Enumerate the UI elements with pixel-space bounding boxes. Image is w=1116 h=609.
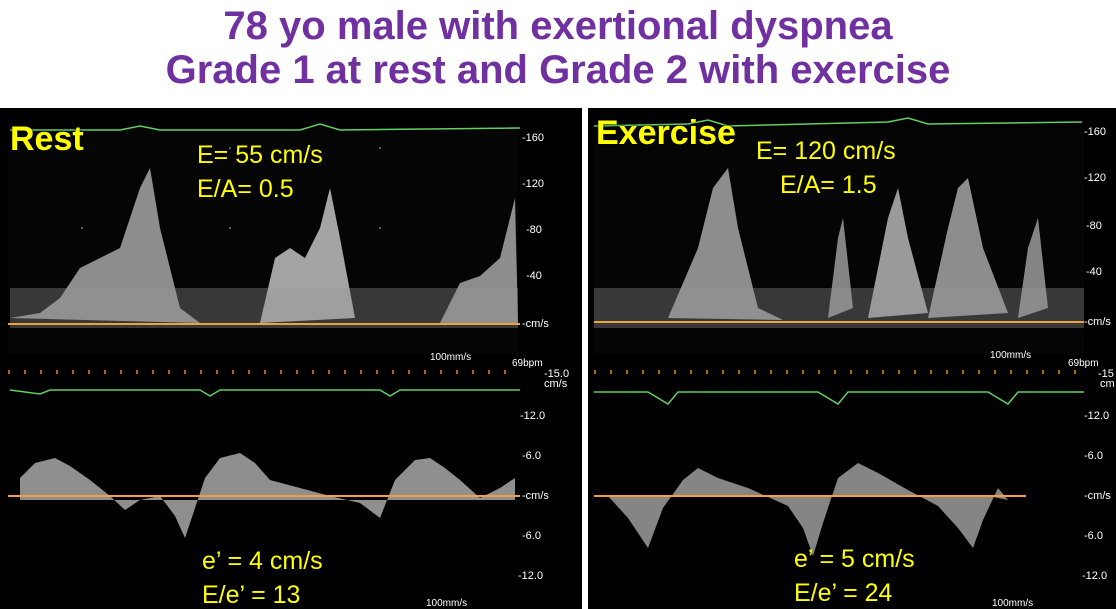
exercise-mitral-tick: -40 — [1086, 266, 1102, 278]
exercise-tissue-tick: -cm/s — [1084, 490, 1111, 502]
rest-tissue-tick: -12.0 — [518, 570, 544, 582]
rest-e-e-prime-ratio: E/e’ = 13 — [202, 581, 301, 609]
panel-divider — [582, 108, 588, 609]
rest-ea-ratio: E/A= 0.5 — [197, 175, 294, 203]
exercise-mitral-tick: -cm/s — [1084, 316, 1111, 328]
exercise-doppler-image — [593, 117, 1084, 556]
rest-e-velocity: E= 55 cm/s — [197, 141, 323, 169]
rest-tissue-tick: -15.0 — [544, 368, 570, 380]
exercise-mitral-tick: -80 — [1086, 220, 1102, 232]
exercise-tissue-tick: cm — [1100, 378, 1115, 390]
rest-mitral-tick: -cm/s — [522, 318, 549, 330]
rest-tissue-tick: -6.0 — [522, 450, 541, 462]
exercise-label: Exercise — [596, 114, 736, 152]
exercise-tissue-tick: -6.0 — [1084, 530, 1103, 542]
rest-tissue-sweep-speed: 100mm/s — [426, 598, 468, 609]
rest-label: Rest — [10, 120, 84, 158]
rest-tissue-tick: -cm/s — [522, 490, 549, 502]
exercise-ea-ratio: E/A= 1.5 — [780, 171, 877, 199]
exercise-doppler-panel: Exercise E= 120 cm/s E/A= 1.5 e’ = 5 cm/… — [588, 108, 1116, 609]
exercise-e-e-prime-ratio: E/e’ = 24 — [794, 579, 893, 607]
exercise-e-velocity: E= 120 cm/s — [756, 137, 896, 165]
rest-heart-rate: 69bpm — [512, 358, 543, 369]
exercise-tissue-tick: -15 — [1098, 368, 1114, 380]
rest-tissue-tick: -6.0 — [522, 530, 541, 542]
exercise-tissue-sweep-speed: 100mm/s — [992, 598, 1034, 609]
rest-mitral-tick: -80 — [526, 224, 542, 236]
rest-tissue-tick: -12.0 — [520, 410, 546, 422]
exercise-mitral-tick: -160 — [1084, 126, 1107, 138]
exercise-mitral-tick: -120 — [1084, 172, 1107, 184]
exercise-tissue-tick: -12.0 — [1084, 410, 1110, 422]
rest-mitral-tick: -120 — [522, 178, 545, 190]
exercise-heart-rate: 69bpm — [1068, 358, 1099, 369]
exercise-tissue-tick: -12.0 — [1082, 570, 1108, 582]
rest-mitral-tick: -160 — [522, 132, 545, 144]
rest-sweep-speed: 100mm/s — [430, 352, 472, 363]
rest-doppler-image — [8, 123, 521, 538]
exercise-tissue-tick: -6.0 — [1084, 450, 1103, 462]
rest-mitral-tick: -40 — [526, 270, 542, 282]
slide-title-line2: Grade 1 at rest and Grade 2 with exercis… — [165, 48, 951, 92]
exercise-sweep-speed: 100mm/s — [990, 350, 1032, 361]
rest-tissue-tick: cm/s — [544, 378, 568, 390]
rest-doppler-panel: Rest E= 55 cm/s E/A= 0.5 e’ = 4 cm/s E/e… — [0, 108, 582, 609]
exercise-e-prime: e’ = 5 cm/s — [794, 545, 915, 573]
slide-title-line1: 78 yo male with exertional dyspnea — [223, 4, 893, 48]
rest-e-prime: e’ = 4 cm/s — [202, 547, 323, 575]
